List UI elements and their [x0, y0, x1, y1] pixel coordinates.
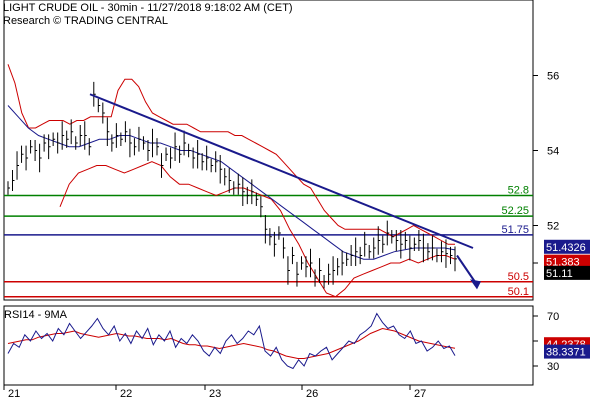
bollinger-upper-line [7, 64, 455, 245]
projection-arrow-head [470, 279, 481, 290]
price-value-label: 51.4326 [546, 242, 586, 254]
price-value-label: 51.11 [546, 268, 573, 280]
chart-credit: Research © TRADING CENTRAL [3, 15, 168, 27]
chart-title: LIGHT CRUDE OIL - 30min - 11/27/2018 9:1… [3, 2, 293, 14]
rsi-value-label-bg [544, 344, 590, 359]
y-tick-label: 52 [547, 221, 559, 233]
price-value-label: 51.383 [546, 257, 580, 269]
level-label: 50.5 [508, 271, 529, 283]
downtrend-line [89, 93, 474, 249]
moving-average-line [7, 105, 456, 260]
price-value-label-bg [544, 254, 590, 269]
rsi-ma-line [7, 327, 456, 359]
rsi-y-tick-label: 30 [547, 361, 559, 373]
rsi-panel-frame [3, 305, 534, 386]
x-tick-label: 22 [120, 388, 132, 400]
level-label: 51.75 [501, 224, 529, 236]
x-tick-label: 23 [209, 388, 221, 400]
x-tick-label: 21 [8, 388, 20, 400]
bollinger-lower-line [59, 161, 456, 298]
y-tick-label: 54 [547, 146, 559, 158]
price-value-label-bg [544, 239, 590, 254]
level-label: 50.1 [508, 286, 529, 298]
y-tick-label: 56 [547, 71, 559, 83]
rsi-value-label: 38.3371 [546, 347, 586, 359]
rsi-line [7, 312, 456, 370]
x-tick-label: 27 [414, 388, 426, 400]
projection-arrow-shaft [456, 254, 477, 284]
level-label: 52.8 [508, 185, 529, 197]
level-label: 52.25 [501, 205, 529, 217]
rsi-y-tick-label: 70 [547, 311, 559, 323]
x-tick-label: 26 [306, 388, 318, 400]
price-value-label-bg [544, 265, 590, 280]
rsi-title: RSI14 - 9MA [4, 309, 68, 321]
